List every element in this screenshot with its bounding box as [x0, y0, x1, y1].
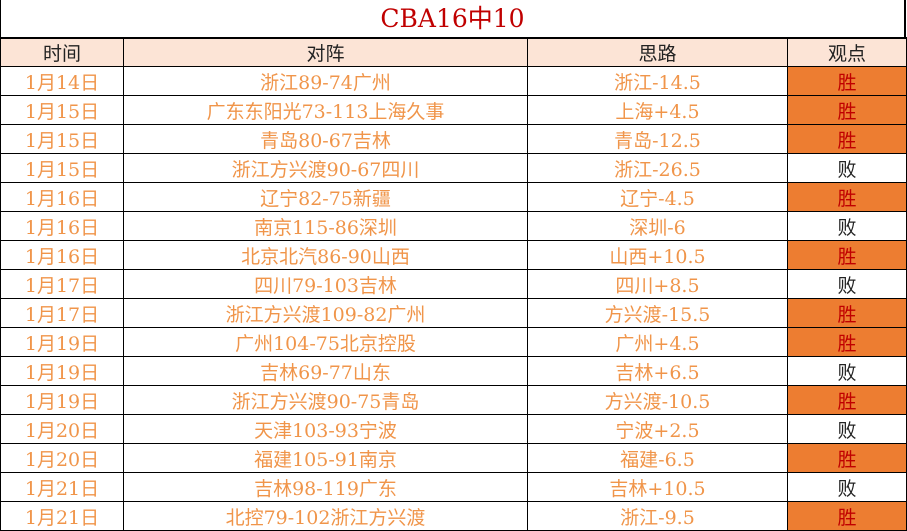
table-row: 1月14日 浙江89-74广州 浙江-14.5 胜	[0, 66, 907, 96]
match-cell[interactable]: 广州104-75北京控股	[123, 327, 528, 357]
match-cell[interactable]: 浙江方兴渡90-67四川	[123, 153, 528, 183]
header-row: 时间 对阵 思路 观点	[0, 37, 907, 67]
table-row: 1月19日 吉林69-77山东 吉林+6.5 败	[0, 356, 907, 386]
pick-cell[interactable]: 四川+8.5	[527, 269, 788, 299]
match-cell[interactable]: 北控79-102浙江方兴渡	[123, 501, 528, 531]
match-cell[interactable]: 福建105-91南京	[123, 443, 528, 473]
date-cell[interactable]: 1月14日	[0, 66, 124, 96]
match-cell[interactable]: 天津103-93宁波	[123, 414, 528, 444]
pick-cell[interactable]: 福建-6.5	[527, 443, 788, 473]
match-cell[interactable]: 浙江89-74广州	[123, 66, 528, 96]
verdict-cell[interactable]: 败	[787, 356, 907, 386]
date-cell[interactable]: 1月21日	[0, 501, 124, 531]
date-cell[interactable]: 1月15日	[0, 153, 124, 183]
verdict-cell[interactable]: 胜	[787, 501, 907, 531]
match-cell[interactable]: 浙江方兴渡109-82广州	[123, 298, 528, 328]
match-cell[interactable]: 吉林98-119广东	[123, 472, 528, 502]
match-cell[interactable]: 北京北汽86-90山西	[123, 240, 528, 270]
table-row: 1月15日 广东东阳光73-113上海久事 上海+4.5 胜	[0, 95, 907, 125]
table-row: 1月19日 广州104-75北京控股 广州+4.5 胜	[0, 327, 907, 357]
pick-cell[interactable]: 浙江-14.5	[527, 66, 788, 96]
date-cell[interactable]: 1月16日	[0, 240, 124, 270]
date-cell[interactable]: 1月21日	[0, 472, 124, 502]
match-cell[interactable]: 辽宁82-75新疆	[123, 182, 528, 212]
verdict-cell[interactable]: 胜	[787, 443, 907, 473]
table-row: 1月19日 浙江方兴渡90-75青岛 方兴渡-10.5 胜	[0, 385, 907, 415]
date-cell[interactable]: 1月17日	[0, 298, 124, 328]
table-row: 1月15日 青岛80-67吉林 青岛-12.5 胜	[0, 124, 907, 154]
table-row: 1月17日 四川79-103吉林 四川+8.5 败	[0, 269, 907, 299]
pick-cell[interactable]: 浙江-26.5	[527, 153, 788, 183]
table-row: 1月15日 浙江方兴渡90-67四川 浙江-26.5 败	[0, 153, 907, 183]
verdict-cell[interactable]: 胜	[787, 124, 907, 154]
table-row: 1月21日 吉林98-119广东 吉林+10.5 败	[0, 472, 907, 502]
header-pick[interactable]: 思路	[527, 37, 788, 67]
pick-cell[interactable]: 辽宁-4.5	[527, 182, 788, 212]
pick-cell[interactable]: 吉林+10.5	[527, 472, 788, 502]
date-cell[interactable]: 1月19日	[0, 385, 124, 415]
pick-cell[interactable]: 山西+10.5	[527, 240, 788, 270]
date-cell[interactable]: 1月20日	[0, 414, 124, 444]
verdict-cell[interactable]: 胜	[787, 298, 907, 328]
verdict-cell[interactable]: 胜	[787, 385, 907, 415]
match-cell[interactable]: 广东东阳光73-113上海久事	[123, 95, 528, 125]
pick-cell[interactable]: 青岛-12.5	[527, 124, 788, 154]
pick-cell[interactable]: 方兴渡-10.5	[527, 385, 788, 415]
header-verdict[interactable]: 观点	[787, 37, 907, 67]
match-cell[interactable]: 浙江方兴渡90-75青岛	[123, 385, 528, 415]
table-row: 1月21日 北控79-102浙江方兴渡 浙江-9.5 胜	[0, 501, 907, 531]
date-cell[interactable]: 1月16日	[0, 182, 124, 212]
table-row: 1月20日 天津103-93宁波 宁波+2.5 败	[0, 414, 907, 444]
date-cell[interactable]: 1月15日	[0, 124, 124, 154]
pick-cell[interactable]: 宁波+2.5	[527, 414, 788, 444]
verdict-cell[interactable]: 胜	[787, 95, 907, 125]
date-cell[interactable]: 1月16日	[0, 211, 124, 241]
match-cell[interactable]: 四川79-103吉林	[123, 269, 528, 299]
sheet-title: CBA16中10	[0, 0, 906, 37]
header-match[interactable]: 对阵	[123, 37, 528, 67]
verdict-cell[interactable]: 胜	[787, 327, 907, 357]
pick-cell[interactable]: 浙江-9.5	[527, 501, 788, 531]
header-date[interactable]: 时间	[0, 37, 124, 67]
date-cell[interactable]: 1月19日	[0, 356, 124, 386]
verdict-cell[interactable]: 胜	[787, 66, 907, 96]
table-row: 1月16日 辽宁82-75新疆 辽宁-4.5 胜	[0, 182, 907, 212]
date-cell[interactable]: 1月15日	[0, 95, 124, 125]
pick-cell[interactable]: 深圳-6	[527, 211, 788, 241]
pick-cell[interactable]: 吉林+6.5	[527, 356, 788, 386]
table-row: 1月20日 福建105-91南京 福建-6.5 胜	[0, 443, 907, 473]
table-row: 1月16日 南京115-86深圳 深圳-6 败	[0, 211, 907, 241]
pick-cell[interactable]: 方兴渡-15.5	[527, 298, 788, 328]
verdict-cell[interactable]: 败	[787, 269, 907, 299]
verdict-cell[interactable]: 败	[787, 153, 907, 183]
pick-cell[interactable]: 上海+4.5	[527, 95, 788, 125]
table-row: 1月17日 浙江方兴渡109-82广州 方兴渡-15.5 胜	[0, 298, 907, 328]
date-cell[interactable]: 1月20日	[0, 443, 124, 473]
date-cell[interactable]: 1月17日	[0, 269, 124, 299]
match-cell[interactable]: 南京115-86深圳	[123, 211, 528, 241]
match-cell[interactable]: 吉林69-77山东	[123, 356, 528, 386]
date-cell[interactable]: 1月19日	[0, 327, 124, 357]
results-table: 时间 对阵 思路 观点 1月14日 浙江89-74广州 浙江-14.5 胜 1月15日广…	[0, 37, 907, 531]
verdict-cell[interactable]: 胜	[787, 182, 907, 212]
verdict-cell[interactable]: 败	[787, 414, 907, 444]
pick-cell[interactable]: 广州+4.5	[527, 327, 788, 357]
verdict-cell[interactable]: 胜	[787, 240, 907, 270]
match-cell[interactable]: 青岛80-67吉林	[123, 124, 528, 154]
verdict-cell[interactable]: 败	[787, 211, 907, 241]
table-row: 1月16日 北京北汽86-90山西 山西+10.5 胜	[0, 240, 907, 270]
verdict-cell[interactable]: 败	[787, 472, 907, 502]
